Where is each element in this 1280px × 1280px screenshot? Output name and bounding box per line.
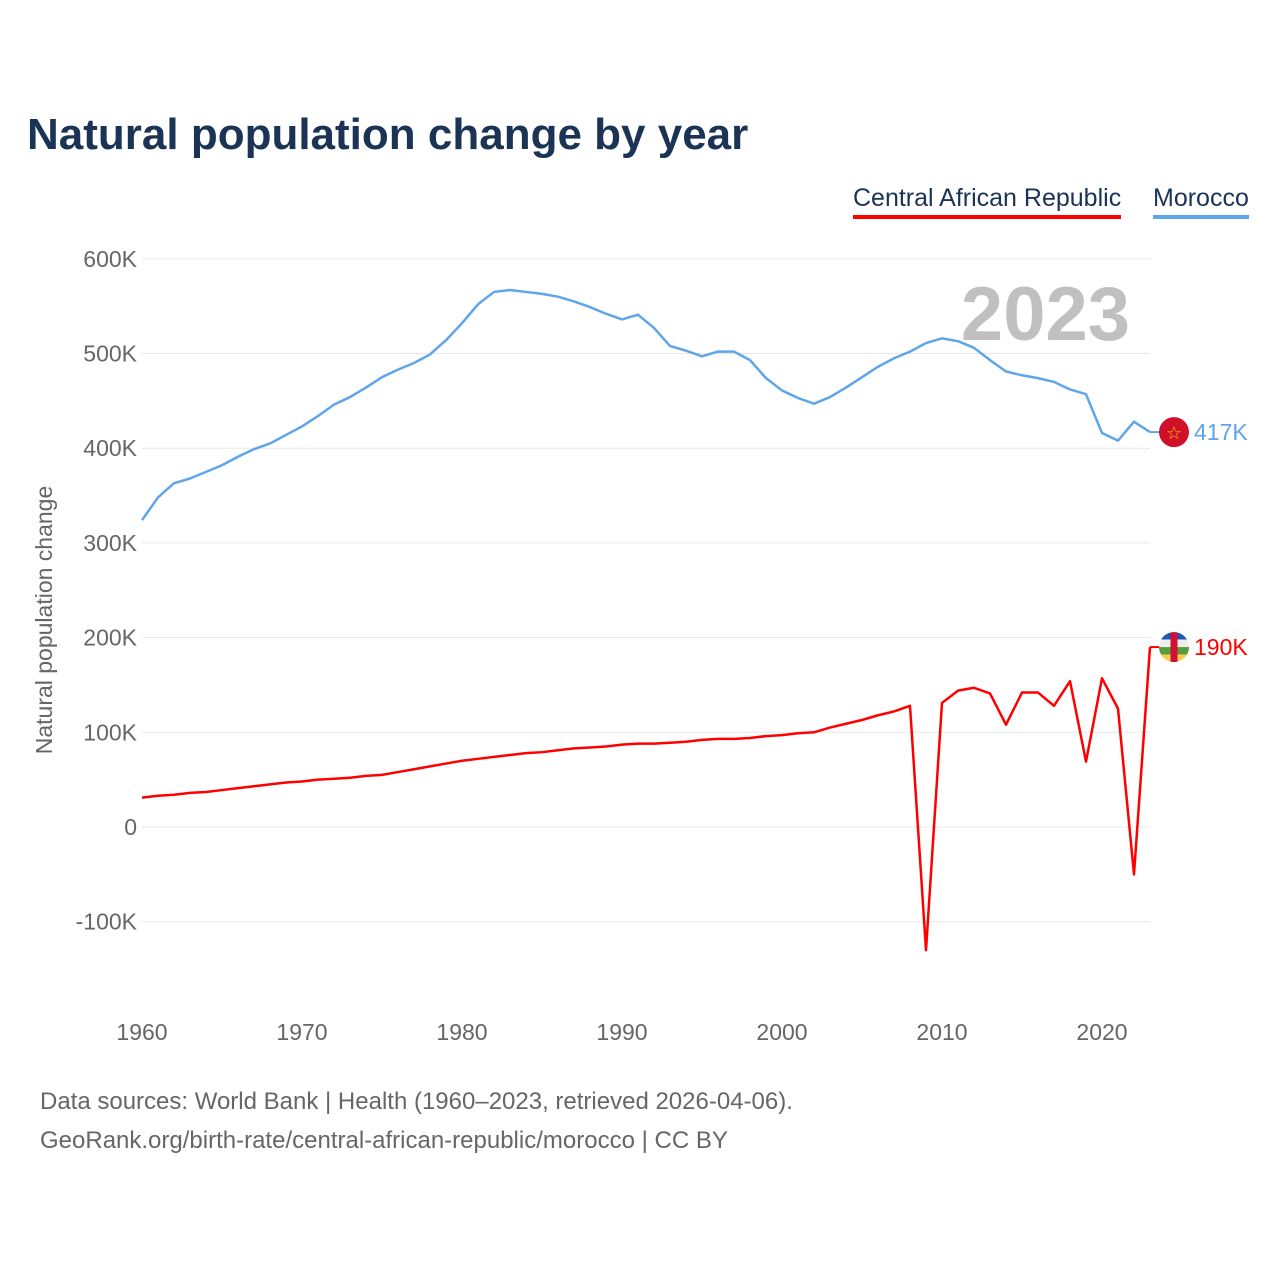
x-tick-label: 1990 [596, 1019, 647, 1045]
morocco-flag-icon [1159, 417, 1189, 448]
chart-title: Natural population change by year [27, 110, 749, 159]
car-flag-icon [1170, 632, 1178, 663]
y-tick-label: 600K [83, 246, 137, 272]
series-line-morocco [140, 288, 1151, 521]
y-tick-label: 400K [83, 435, 137, 461]
y-axis-label: Natural population change [31, 486, 57, 755]
x-tick-label: 1970 [276, 1019, 327, 1045]
y-tick-label: 300K [83, 530, 137, 556]
y-tick-label: 0 [124, 814, 137, 840]
legend-item-morocco[interactable]: Morocco [1153, 184, 1249, 219]
footer-sources: Data sources: World Bank | Health (1960–… [40, 1088, 793, 1115]
footer-link[interactable]: GeoRank.org/birth-rate/central-african-r… [40, 1127, 728, 1154]
x-tick-label: 1980 [436, 1019, 487, 1045]
end-value-label: 417K [1194, 419, 1248, 445]
legend-item-central-african-republic[interactable]: Central African Republic [853, 184, 1122, 219]
y-tick-label: 200K [83, 625, 137, 651]
year-watermark: 2023 [961, 272, 1130, 357]
star-icon: ☆ [1166, 423, 1182, 443]
end-value-label: 190K [1194, 634, 1248, 660]
y-tick-label: 100K [83, 719, 137, 745]
x-tick-label: 2010 [916, 1019, 967, 1045]
x-tick-label: 1960 [116, 1019, 167, 1045]
y-tick-label: 500K [83, 341, 137, 367]
series-line-car [141, 646, 1152, 952]
y-tick-label: -100K [76, 909, 138, 935]
x-tick-label: 2020 [1076, 1019, 1127, 1045]
x-tick-label: 2000 [756, 1019, 807, 1045]
